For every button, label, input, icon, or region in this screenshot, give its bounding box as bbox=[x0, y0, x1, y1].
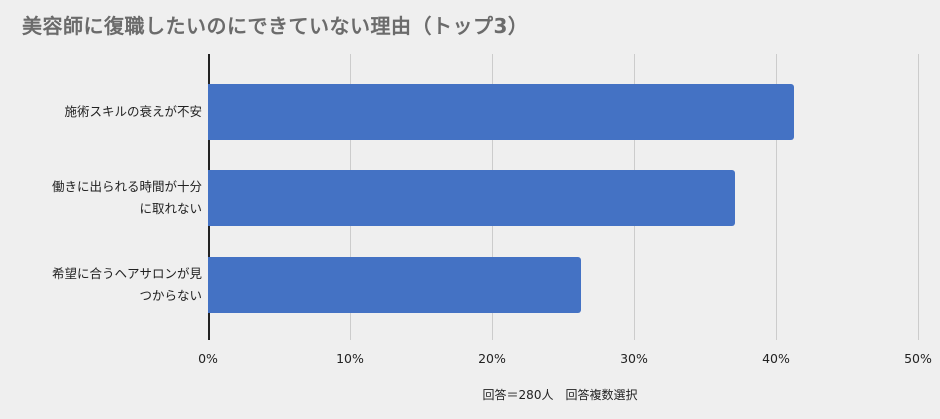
category-label-line: に取れない bbox=[139, 201, 202, 216]
x-tick-label: 0% bbox=[198, 351, 218, 366]
category-label-line: 希望に合うヘアサロンが見 bbox=[51, 266, 202, 281]
x-axis-title: 回答＝280人 回答複数選択 bbox=[482, 388, 638, 402]
gridline-40 bbox=[776, 54, 777, 340]
x-tick-label: 40% bbox=[762, 351, 790, 366]
chart-title: 美容師に復職したいのにできていない理由（トップ3） bbox=[22, 14, 529, 38]
category-label: 施術スキルの衰えが不安 bbox=[12, 101, 202, 123]
bar bbox=[208, 257, 582, 313]
x-tick-label: 10% bbox=[336, 351, 364, 366]
gridline-50 bbox=[918, 54, 919, 340]
bar bbox=[208, 170, 735, 226]
category-label: 働きに出られる時間が十分 に取れない bbox=[12, 176, 202, 220]
category-label: 希望に合うヘアサロンが見 つからない bbox=[12, 263, 202, 307]
category-label-line: 働きに出られる時間が十分 bbox=[51, 179, 202, 194]
x-tick-label: 50% bbox=[904, 351, 932, 366]
x-tick-label: 30% bbox=[620, 351, 648, 366]
bar bbox=[208, 84, 795, 140]
plot-area bbox=[208, 54, 919, 340]
category-label-line: 施術スキルの衰えが不安 bbox=[64, 104, 202, 119]
category-label-line: つからない bbox=[139, 288, 202, 303]
x-tick-label: 20% bbox=[478, 351, 506, 366]
